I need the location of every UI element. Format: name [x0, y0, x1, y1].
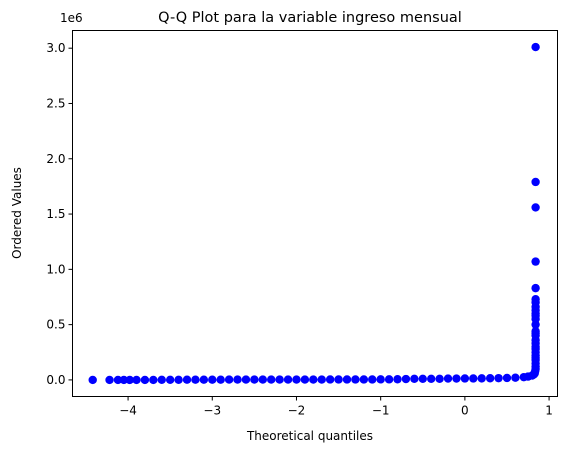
data-point [477, 374, 486, 383]
data-point [88, 375, 97, 385]
data-point [233, 375, 242, 384]
data-point [283, 375, 293, 384]
chart-title: Q-Q Plot para la variable ingreso mensua… [158, 10, 462, 26]
data-point [199, 375, 209, 384]
x-tick-label: 1 [545, 404, 553, 418]
plot-frame [72, 30, 558, 397]
data-point [531, 42, 540, 52]
data-point [208, 375, 217, 384]
data-point [275, 375, 284, 384]
data-point [443, 374, 453, 383]
data-point [157, 375, 166, 385]
data-point [342, 375, 352, 384]
data-point [250, 375, 259, 384]
data-point [224, 375, 234, 384]
data-point [165, 375, 175, 385]
y-tick-label: 0.5 [46, 318, 65, 332]
x-axis: −4 −3 −2 −1 0 1 [119, 396, 553, 418]
y-offset-label: 1e6 [60, 11, 83, 25]
data-point [435, 374, 444, 384]
data-point [384, 375, 394, 384]
data-point [182, 375, 192, 384]
data-point [531, 294, 540, 304]
y-axis-label: Ordered Values [10, 167, 24, 259]
data-point [393, 375, 402, 384]
data-point [125, 375, 134, 385]
data-point [113, 375, 123, 385]
data-point [460, 374, 470, 383]
x-tick-label: −2 [288, 404, 306, 418]
data-point [351, 375, 360, 384]
data-point [502, 373, 512, 383]
data-point [309, 375, 318, 384]
data-point [132, 375, 141, 385]
data-point [511, 373, 520, 382]
y-tick-label: 0.0 [46, 373, 65, 387]
y-tick-label: 3.0 [46, 41, 65, 55]
data-point [149, 375, 158, 385]
data-point [531, 203, 540, 212]
data-point [485, 374, 495, 383]
data-point [531, 177, 540, 187]
y-tick-label: 1.0 [46, 262, 65, 276]
y-tick-label: 2.5 [46, 96, 65, 110]
data-point [300, 375, 310, 384]
data-point [119, 375, 129, 385]
x-tick-label: −4 [119, 404, 137, 418]
data-point [359, 375, 369, 384]
x-tick-label: 0 [461, 404, 469, 418]
data-point [334, 375, 343, 384]
y-tick-label: 2.0 [46, 152, 65, 166]
data-point [241, 375, 251, 384]
data-point [140, 375, 150, 385]
x-tick-label: −1 [372, 404, 390, 418]
data-point [531, 257, 540, 266]
data-point [469, 374, 478, 383]
data-point [452, 374, 461, 383]
data-point [292, 375, 301, 384]
data-point [376, 375, 385, 384]
y-axis: 0.0 0.5 1.0 1.5 2.0 2.5 3.0 [46, 41, 73, 387]
data-point [267, 375, 276, 384]
data-point [410, 374, 419, 384]
data-point [258, 375, 267, 384]
plot-area [72, 30, 558, 397]
y-tick-label: 1.5 [46, 207, 65, 221]
data-points [88, 42, 540, 385]
data-point [368, 375, 377, 384]
data-point [191, 375, 200, 384]
data-point [494, 373, 503, 383]
x-axis-label: Theoretical quantiles [246, 429, 373, 443]
data-point [418, 374, 427, 384]
data-point [105, 375, 114, 385]
data-point [401, 374, 411, 384]
data-point [216, 375, 225, 384]
data-point [426, 374, 436, 384]
x-tick-label: −3 [203, 404, 221, 418]
data-point [174, 375, 183, 385]
data-point [531, 283, 540, 293]
data-point [325, 375, 335, 384]
data-point [531, 327, 540, 336]
data-point [317, 375, 326, 384]
